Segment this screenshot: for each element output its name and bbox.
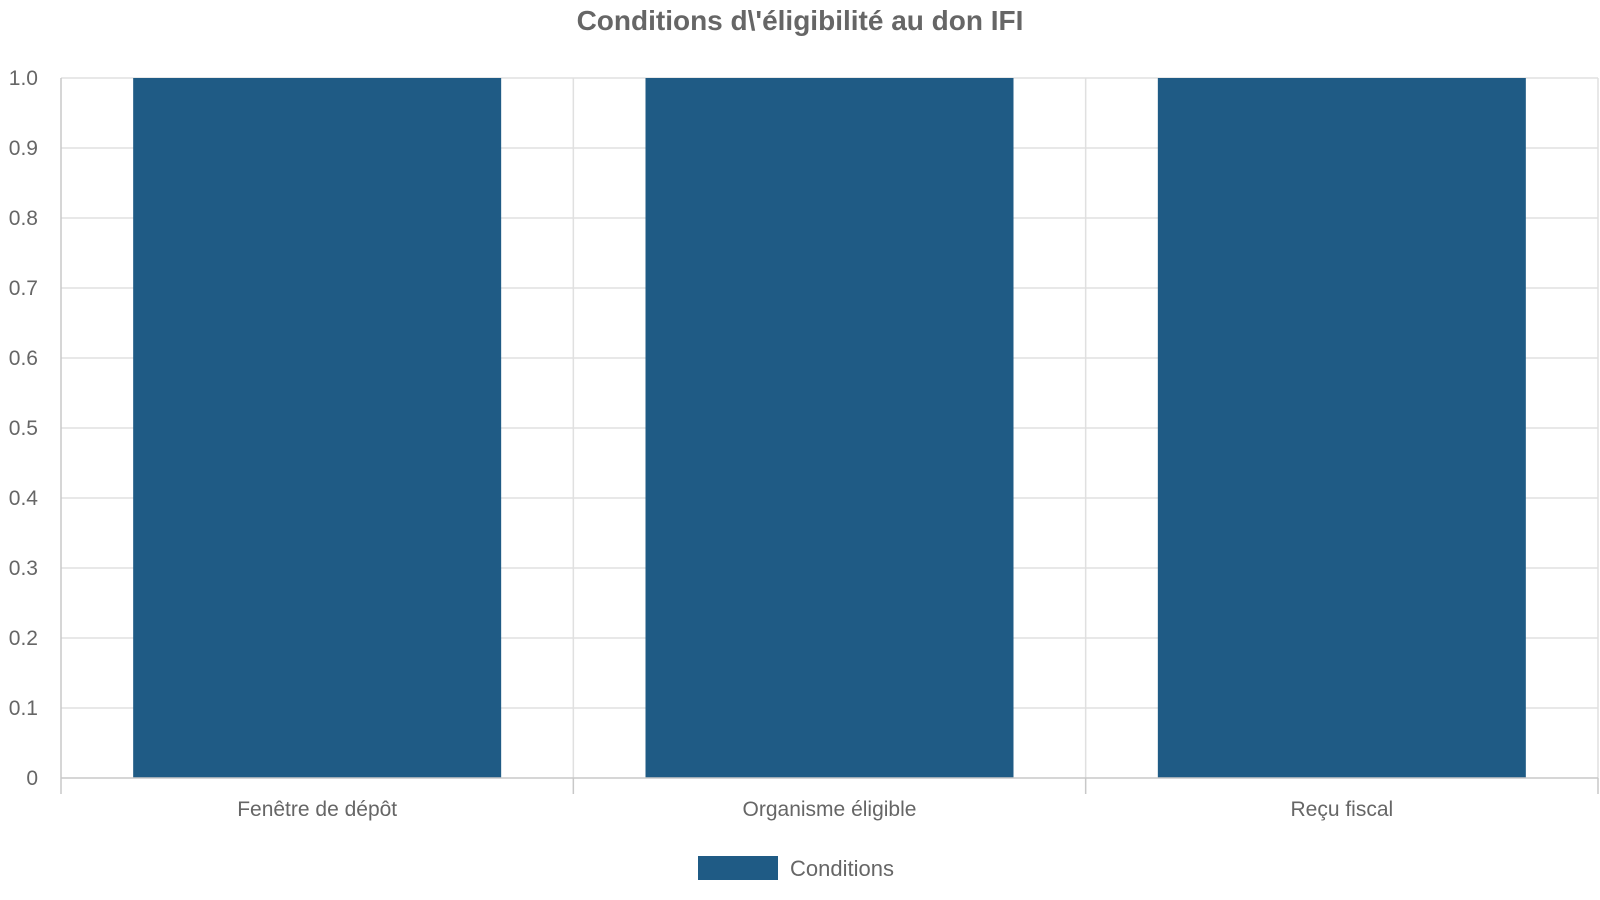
legend-label-conditions[interactable]: Conditions	[790, 856, 894, 881]
y-tick-label: 0.1	[9, 697, 38, 720]
y-tick-label: 0.5	[9, 417, 38, 440]
y-tick-label: 0.4	[9, 487, 39, 510]
x-tick-label: Fenêtre de dépôt	[237, 798, 397, 821]
bar-organisme-éligible	[645, 78, 1014, 778]
y-tick-label: 0.8	[9, 207, 38, 230]
legend-swatch-conditions[interactable]	[698, 856, 778, 880]
y-tick-label: 0.2	[9, 627, 38, 650]
chart-title: Conditions d\'éligibilité au don IFI	[577, 5, 1024, 36]
x-tick-label: Organisme éligible	[743, 798, 917, 821]
bars	[133, 78, 1526, 778]
y-tick-label: 0.7	[9, 277, 38, 300]
bar-reçu-fiscal	[1157, 78, 1526, 778]
x-tick-label: Reçu fiscal	[1290, 798, 1393, 821]
y-tick-label: 0	[26, 767, 38, 790]
bar-fenêtre-de-dépôt	[133, 78, 502, 778]
legend[interactable]: Conditions	[698, 856, 894, 881]
y-tick-label: 0.6	[9, 347, 38, 370]
y-tick-label: 0.9	[9, 137, 38, 160]
y-tick-label: 0.3	[9, 557, 38, 580]
y-tick-label: 1.0	[9, 67, 38, 90]
axes: 0 0.1 0.2 0.3 0.4 0.5 0.6 0.7 0.8 0.9 1.0 Fenêtre d…	[9, 67, 1599, 821]
